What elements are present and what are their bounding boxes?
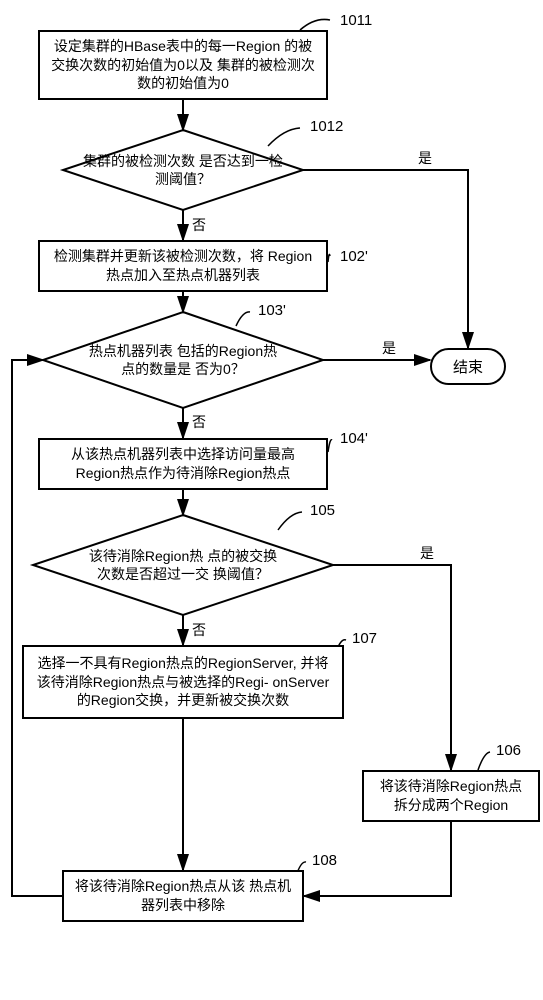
edge-label-1: 否 <box>192 215 206 235</box>
process-n108: 将该待消除Region热点从该 热点机器列表中移除 <box>62 870 304 922</box>
edge-label-7: 否 <box>192 620 206 640</box>
process-n102: 检测集群并更新该被检测次数，将 Region热点加入至热点机器列表 <box>38 240 328 292</box>
process-n106: 将该待消除Region热点 拆分成两个Region <box>362 770 540 822</box>
process-n104: 从该热点机器列表中选择访问量最高 Region热点作为待消除Region热点 <box>38 438 328 490</box>
terminator-end: 结束 <box>430 348 506 385</box>
edge-label-4: 否 <box>192 412 206 432</box>
node-label-n102: 102' <box>340 248 368 265</box>
edge-8 <box>333 565 451 770</box>
process-n107: 选择一不具有Region热点的RegionServer, 并将该待消除Regio… <box>22 645 344 719</box>
node-label-n105: 105 <box>310 502 335 519</box>
node-label-n1011: 1011 <box>340 12 372 29</box>
node-label-n108: 108 <box>312 852 337 869</box>
node-label-n107: 107 <box>352 630 377 647</box>
edge-label-5: 是 <box>382 338 396 358</box>
node-label-n104: 104' <box>340 430 368 447</box>
node-label-n1012: 1012 <box>310 118 343 135</box>
node-label-n103: 103' <box>258 302 286 319</box>
edge-label-2: 是 <box>418 148 432 168</box>
node-label-n106: 106 <box>496 742 521 759</box>
process-n1011: 设定集群的HBase表中的每一Region 的被交换次数的初始值为0以及 集群的… <box>38 30 328 100</box>
edge-label-8: 是 <box>420 543 434 563</box>
